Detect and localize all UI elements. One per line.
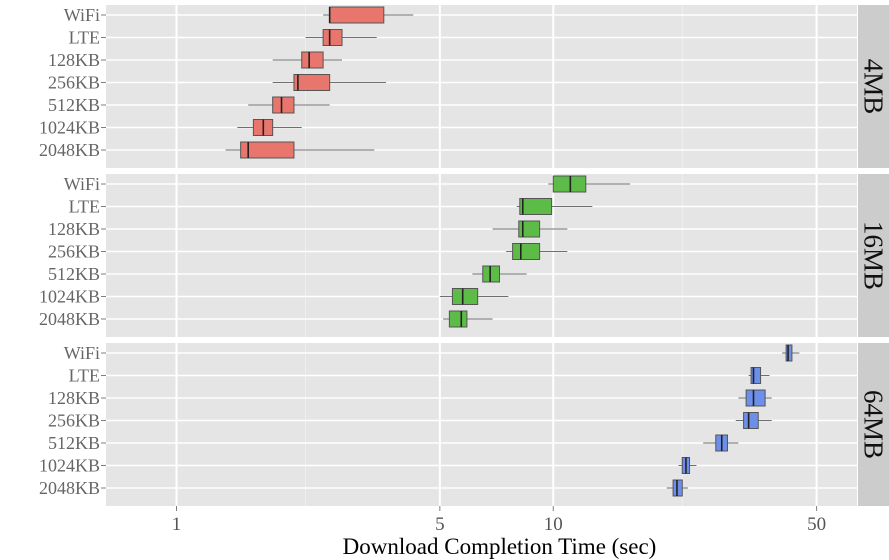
box-iqr <box>482 265 501 283</box>
facet-strip <box>858 174 889 337</box>
box-16mb-512kb <box>472 265 527 283</box>
category-label-2048kb: 2048KB <box>39 140 100 160</box>
category-label-2048kb: 2048KB <box>39 309 100 329</box>
box-iqr <box>745 389 766 407</box>
category-label-1024kb: 1024KB <box>39 287 100 307</box>
box-iqr <box>552 175 587 193</box>
category-label-128kb: 128KB <box>48 388 100 408</box>
category-label-256kb: 256KB <box>48 411 100 431</box>
x-tick-label: 10 <box>544 514 563 535</box>
facet-label-4mb: 4MB <box>859 59 889 115</box>
panel-background <box>106 343 857 506</box>
box-iqr <box>293 74 331 91</box>
category-label-wifi: WiFi <box>64 174 100 194</box>
box-4mb-2048kb <box>225 141 375 159</box>
x-tick-label: 1 <box>172 514 182 535</box>
facet-strip <box>858 5 889 168</box>
category-label-lte: LTE <box>69 366 100 386</box>
box-iqr <box>743 412 759 429</box>
box-4mb-wifi <box>323 6 414 24</box>
category-label-512kb: 512KB <box>48 433 100 453</box>
category-label-256kb: 256KB <box>48 242 100 262</box>
category-label-lte: LTE <box>69 28 100 48</box>
panel-background <box>106 174 857 337</box>
box-64mb-512kb <box>703 434 739 452</box>
x-axis: 1 5 10 50 <box>172 506 826 535</box>
box-4mb-1024kb <box>237 119 302 136</box>
category-label-lte: LTE <box>69 197 100 217</box>
category-label-wifi: WiFi <box>64 5 100 25</box>
box-iqr <box>322 29 343 46</box>
box-64mb-lte <box>748 367 770 384</box>
facet-label-64mb: 64MB <box>859 390 889 459</box>
box-iqr <box>785 344 793 362</box>
facet-panels: WiFiLTE128KB256KB512KB1024KB2048KB4MBWiF… <box>39 5 889 506</box>
box-16mb-2048kb <box>443 310 493 328</box>
x-tick-label: 5 <box>435 514 445 535</box>
box-16mb-128kb <box>492 220 568 238</box>
box-iqr <box>240 141 295 159</box>
category-label-512kb: 512KB <box>48 95 100 115</box>
box-64mb-2048kb <box>666 479 689 497</box>
facet-strip <box>858 343 889 506</box>
box-iqr <box>272 96 295 114</box>
category-label-1024kb: 1024KB <box>39 456 100 476</box>
box-16mb-wifi <box>548 175 631 193</box>
box-4mb-128kb <box>272 51 343 69</box>
facet-label-16mb: 16MB <box>859 221 889 290</box>
category-label-wifi: WiFi <box>64 343 100 363</box>
x-axis-title: Download Completion Time (sec) <box>343 534 657 559</box>
box-iqr <box>451 288 479 305</box>
box-16mb-256kb <box>506 243 568 260</box>
box-4mb-lte <box>305 29 377 46</box>
category-label-512kb: 512KB <box>48 264 100 284</box>
box-iqr <box>519 198 553 215</box>
box-64mb-1024kb <box>678 457 697 474</box>
category-label-256kb: 256KB <box>48 73 100 93</box>
box-16mb-1024kb <box>439 288 509 305</box>
box-iqr <box>512 243 541 260</box>
box-iqr <box>750 367 762 384</box>
category-label-128kb: 128KB <box>48 50 100 70</box>
box-4mb-256kb <box>272 74 387 91</box>
box-16mb-lte <box>516 198 593 215</box>
box-64mb-256kb <box>735 412 772 429</box>
category-label-2048kb: 2048KB <box>39 478 100 498</box>
box-iqr <box>518 220 541 238</box>
box-64mb-128kb <box>738 389 772 407</box>
box-4mb-512kb <box>248 96 330 114</box>
x-tick-label: 50 <box>807 514 826 535</box>
box-iqr <box>329 6 385 24</box>
category-label-128kb: 128KB <box>48 219 100 239</box>
panel-background <box>106 5 857 168</box>
box-iqr <box>301 51 324 69</box>
category-label-1024kb: 1024KB <box>39 118 100 138</box>
box-64mb-wifi <box>782 344 800 362</box>
box-iqr <box>448 310 468 328</box>
